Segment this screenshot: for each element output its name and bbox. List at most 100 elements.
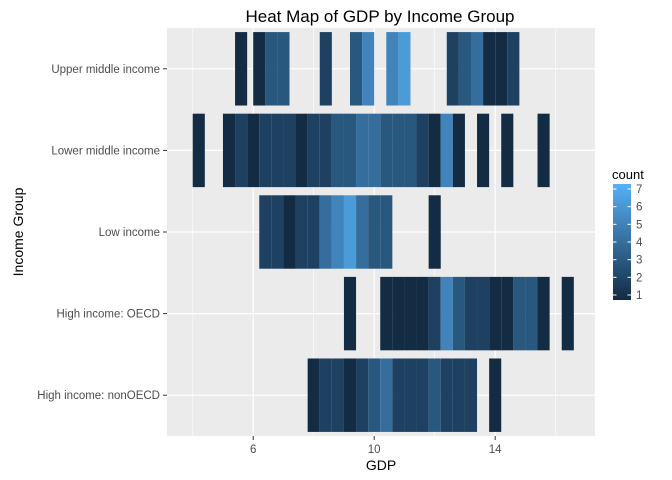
y-tick-label: Upper middle income [51,64,160,76]
heatmap-tile [259,195,272,269]
y-tick-label: High income: OECD [56,309,160,321]
heatmap-tile [483,32,496,106]
y-tick-label: Low income [99,227,160,239]
legend-label: 5 [636,219,642,231]
heatmap-tile [561,276,574,351]
heatmap-tile [319,195,332,269]
heatmap-tile [380,358,393,432]
heatmap-tile [440,276,453,351]
heatmap-tile [271,195,284,269]
legend-label: 2 [636,272,642,284]
x-tick-label: 6 [250,444,256,456]
heatmap-tile [356,113,369,188]
heatmap-tile [501,113,514,188]
heatmap-tile [295,195,308,269]
heatmap-tile [343,276,357,351]
heatmap-tile [440,358,453,432]
heatmap-tile [525,276,538,351]
heatmap-tile [507,32,520,106]
y-tick-label: High income: nonOECD [37,390,160,402]
heatmap-tile [477,276,490,351]
heatmap-tile [368,195,381,269]
heatmap-tile [283,113,296,188]
heatmap-tile [319,358,332,432]
heatmap-tile [222,113,236,188]
heatmap-tile [489,276,502,351]
heatmap-tile [331,358,344,432]
heatmap-tile [464,358,478,432]
heatmap-tile [537,276,550,351]
heatmap-tile [416,113,429,188]
heatmap-tile [247,113,260,188]
heatmap-tile [277,32,290,106]
heatmap-tile [319,32,332,106]
heatmap-tile [404,358,417,432]
heatmap-tile [356,358,369,432]
heatmap-tile [464,276,478,351]
heatmap-tile [428,113,441,188]
y-axis: High income: nonOECD High income: OECD Low… [37,64,167,402]
heatmap-tile [489,358,502,432]
heatmap-tile [452,113,465,188]
heatmap-tile [253,32,266,106]
heatmap-tile [271,113,284,188]
chart-title: Heat Map of GDP by Income Group [246,7,515,26]
heatmap-tile [398,32,411,106]
legend-label: 1 [636,290,642,302]
heatmap-tile [392,358,405,432]
heatmap-tile [386,32,399,106]
heatmap-tile [235,32,248,106]
heatmap-tile [319,113,332,188]
x-axis-title: GDP [366,457,396,473]
heatmap-tile [380,276,393,351]
heatmap-tile [440,113,453,188]
legend-label: 4 [636,237,643,249]
x-axis: 6 10 14 [250,436,502,456]
heatmap-tile [428,358,441,432]
heatmap-tile [416,276,429,351]
heatmap-tile [307,113,320,188]
heatmap-tile [307,195,320,269]
heatmap-tile [265,32,278,106]
heatmap-tile [428,195,441,269]
heatmap-tile [392,113,405,188]
heatmap-tile [307,358,320,432]
heatmap-tile [537,113,550,188]
heatmap-tile [343,195,357,269]
heatmap-tile [452,276,465,351]
heatmap-tile [452,358,465,432]
heatmap-tile [404,113,417,188]
x-tick-label: 10 [368,444,381,456]
legend-ticks: 1 2 3 4 5 6 7 [613,184,643,302]
heatmap-tile [356,195,369,269]
heatmap-tile [343,113,357,188]
x-tick-label: 14 [489,444,502,456]
heatmap-tile [259,113,272,188]
heatmap-tile [235,113,248,188]
legend-colorbar [613,184,631,300]
legend-label: 3 [636,255,642,267]
legend-label: 7 [636,184,642,196]
heatmap-tile [192,113,205,188]
heatmap-tile [416,358,429,432]
heatmap-tile [380,113,393,188]
heatmap-tile [470,32,484,106]
heatmap-tile [404,276,417,351]
heatmap-tile [501,276,514,351]
y-axis-title: Income Group [10,187,26,276]
y-tick-label: Lower middle income [51,145,160,157]
heatmap-tile [368,358,381,432]
heatmap-tile [428,276,441,351]
heatmap-tile [283,195,296,269]
heatmap-tile [343,358,357,432]
heatmap-tile [368,113,381,188]
heatmap-tile [513,276,526,351]
heatmap-tile [331,113,344,188]
heatmap-tile [458,32,471,106]
heatmap-tile [331,195,344,269]
heatmap-tile [477,113,490,188]
heatmap-tile [495,32,508,106]
heatmap-tile [295,113,308,188]
heatmap-tile [380,195,393,269]
